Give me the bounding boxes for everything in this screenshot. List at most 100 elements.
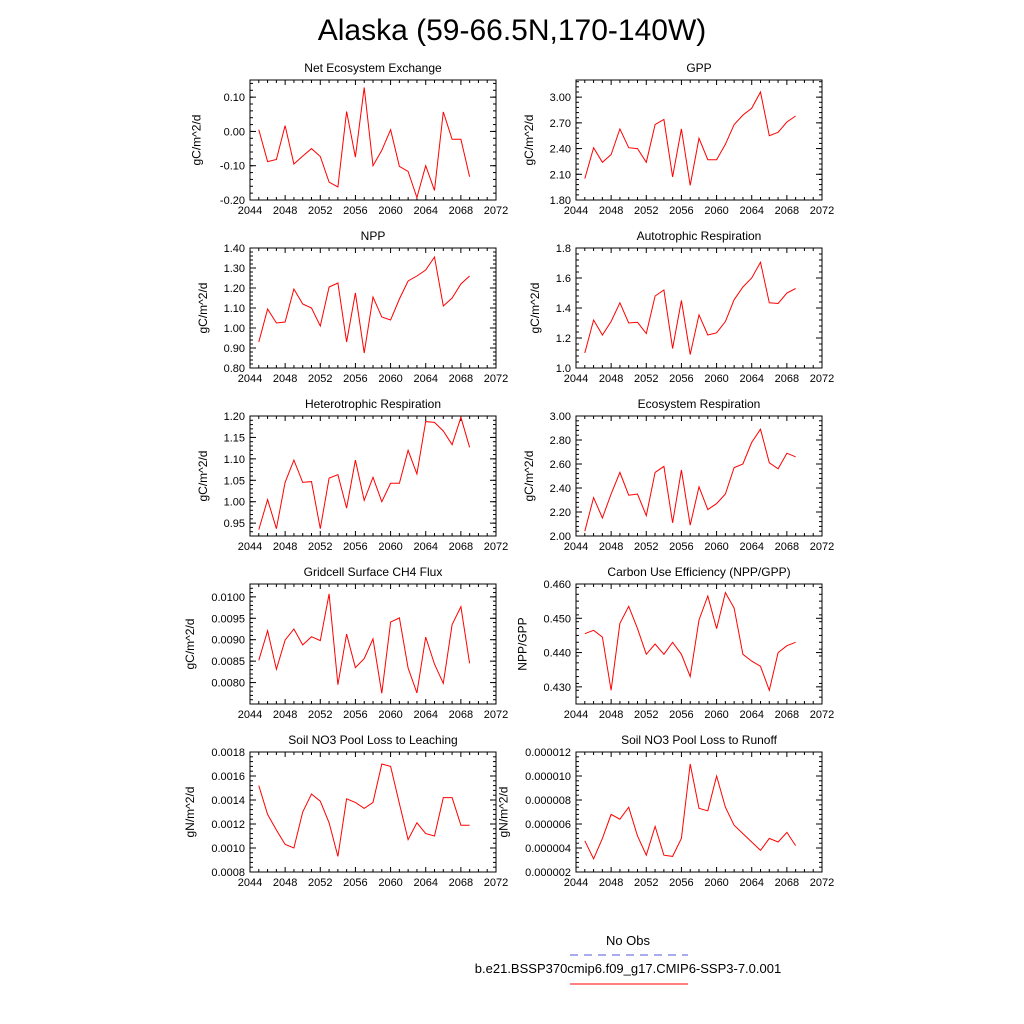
x-tick-label: 2044: [564, 709, 588, 721]
x-tick-label: 2052: [634, 541, 658, 553]
panel-gridcell-surface-ch4-flux: Gridcell Surface CH4 Flux 2044 2048 2052 205…: [183, 565, 508, 721]
x-tick-label: 2068: [775, 877, 799, 889]
x-tick-label: 2072: [484, 205, 508, 217]
y-tick-label: 2.40: [550, 483, 571, 495]
x-tick-label: 2060: [704, 877, 728, 889]
plot-frame: [249, 247, 497, 369]
y-tick-label: 2.70: [550, 118, 571, 130]
x-tick-label: 2056: [669, 709, 693, 721]
x-tick-label: 2044: [564, 541, 588, 553]
y-tick-label: 0.000002: [525, 867, 571, 879]
x-tick-label: 2072: [484, 373, 508, 385]
y-tick-label: 1.10: [224, 303, 245, 315]
x-tick-label: 2052: [308, 205, 332, 217]
panel-npp: NPP 2044 2048 2052 2056 2060 2064 2068 2072 0.80 0…: [196, 229, 508, 385]
plot-frame: [575, 583, 823, 705]
y-axis-label: gC/m^2/d: [183, 619, 197, 670]
panel-autotrophic-respiration: Autotrophic Respiration 2044 2048 2052 2056 2…: [528, 229, 834, 385]
x-tick-label: 2064: [739, 373, 763, 385]
y-axis-label: gC/m^2/d: [522, 115, 536, 166]
panel-title: GPP: [686, 61, 711, 75]
panel-carbon-use-efficiency-npp-gpp: Carbon Use Efficiency (NPP/GPP) 2044 2048 2…: [516, 565, 835, 721]
panel-gpp: GPP 2044 2048 2052 2056 2060 2064 2068 2072 1.80 2…: [522, 61, 834, 217]
y-tick-label: 0.0018: [211, 747, 245, 759]
y-tick-label: 0.0090: [211, 635, 245, 647]
x-tick-label: 2056: [343, 709, 367, 721]
figure-title: Alaska (59-66.5N,170-140W): [318, 14, 707, 47]
legend-obs-label: No Obs: [606, 933, 651, 948]
series-line-soil-no3-pool-loss-to-runoff: [584, 763, 797, 860]
y-tick-label: 1.0: [556, 363, 571, 375]
y-tick-label: 1.20: [224, 283, 245, 295]
panel-heterotrophic-respiration: Heterotrophic Respiration 2044 2048 2052 205…: [196, 397, 508, 553]
y-tick-label: 1.15: [224, 432, 245, 444]
panel-ecosystem-respiration: Ecosystem Respiration 2044 2048 2052 2056 206…: [522, 397, 834, 553]
x-tick-label: 2060: [704, 709, 728, 721]
x-tick-label: 2044: [238, 373, 262, 385]
x-tick-label: 2056: [343, 373, 367, 385]
y-tick-label: 2.10: [550, 169, 571, 181]
y-tick-label: 0.000004: [525, 843, 571, 855]
y-tick-label: 0.0012: [211, 819, 245, 831]
series-line-ecosystem-respiration: [584, 427, 796, 532]
y-tick-label: 0.0016: [211, 771, 245, 783]
series-line-carbon-use-efficiency-npp-gpp: [584, 591, 796, 693]
y-tick-label: 2.00: [550, 531, 571, 543]
x-tick-label: 2056: [669, 205, 693, 217]
x-tick-label: 2064: [413, 877, 437, 889]
y-tick-label: 1.4: [556, 303, 571, 315]
panel-title: Carbon Use Efficiency (NPP/GPP): [607, 565, 790, 579]
y-tick-label: -0.10: [220, 161, 245, 173]
y-tick-label: 0.430: [543, 682, 571, 694]
plot-frame: [249, 583, 497, 705]
x-tick-label: 2068: [775, 541, 799, 553]
x-tick-label: 2068: [775, 709, 799, 721]
y-tick-label: 0.450: [543, 613, 571, 625]
panel-net-ecosystem-exchange: Net Ecosystem Exchange 2044 2048 2052 2056 20…: [190, 61, 509, 217]
y-tick-label: 0.440: [543, 648, 571, 660]
y-axis-label: gC/m^2/d: [196, 283, 210, 334]
x-tick-label: 2060: [704, 373, 728, 385]
y-tick-label: 1.80: [550, 195, 571, 207]
y-tick-label: 1.10: [224, 454, 245, 466]
x-tick-label: 2052: [308, 709, 332, 721]
x-tick-label: 2052: [634, 205, 658, 217]
x-tick-label: 2048: [273, 205, 297, 217]
y-tick-label: 0.0100: [211, 592, 245, 604]
x-tick-label: 2044: [238, 541, 262, 553]
x-tick-label: 2060: [704, 205, 728, 217]
y-tick-label: 1.40: [224, 243, 245, 255]
y-axis-label: gC/m^2/d: [190, 115, 204, 166]
panel-title: Heterotrophic Respiration: [305, 397, 441, 411]
y-axis-label: NPP/GPP: [516, 617, 530, 670]
x-tick-label: 2064: [413, 373, 437, 385]
x-tick-label: 2052: [634, 709, 658, 721]
x-tick-label: 2048: [599, 373, 623, 385]
series-line-gpp: [584, 90, 796, 186]
y-tick-label: 1.05: [224, 475, 245, 487]
x-tick-label: 2048: [273, 877, 297, 889]
x-tick-label: 2068: [775, 205, 799, 217]
y-tick-label: 1.2: [556, 333, 571, 345]
x-tick-label: 2060: [378, 373, 402, 385]
y-tick-label: 0.0014: [211, 795, 245, 807]
y-tick-label: 0.00: [224, 126, 245, 138]
panel-title: NPP: [361, 229, 386, 243]
x-tick-label: 2064: [413, 709, 437, 721]
x-tick-label: 2052: [634, 373, 658, 385]
y-tick-label: 0.90: [224, 343, 245, 355]
x-tick-label: 2064: [413, 541, 437, 553]
panel-title: Soil NO3 Pool Loss to Runoff: [621, 733, 778, 747]
y-axis-label: gC/m^2/d: [528, 283, 542, 334]
x-tick-label: 2048: [599, 709, 623, 721]
x-tick-label: 2072: [484, 541, 508, 553]
x-tick-label: 2044: [564, 877, 588, 889]
x-tick-label: 2064: [739, 205, 763, 217]
x-tick-label: 2072: [484, 877, 508, 889]
y-tick-label: 1.20: [224, 411, 245, 423]
y-tick-label: 0.000008: [525, 795, 571, 807]
x-tick-label: 2056: [669, 541, 693, 553]
x-tick-label: 2064: [739, 709, 763, 721]
y-tick-label: 1.00: [224, 497, 245, 509]
x-tick-label: 2052: [308, 541, 332, 553]
